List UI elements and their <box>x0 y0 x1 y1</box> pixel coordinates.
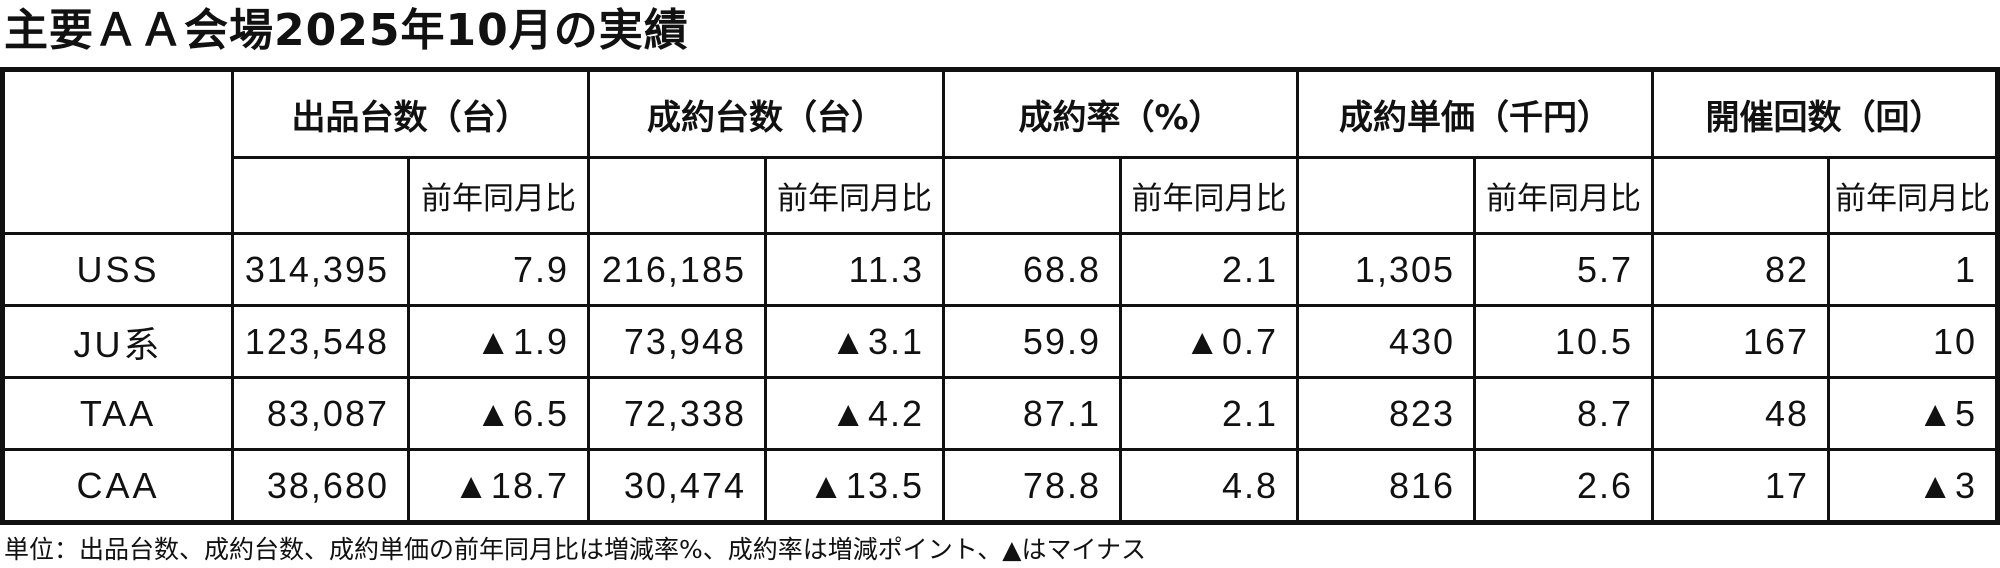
cell-unit-price-yoy: 2.6 <box>1473 448 1655 523</box>
cell-contracts: 216,185 <box>587 232 767 307</box>
cell-contracts-yoy: ▲13.5 <box>764 448 945 523</box>
table-title: 主要ＡＡ会場2025年10月の実績 <box>4 5 689 56</box>
subheader-blank <box>942 156 1122 235</box>
row-label: CAA <box>2 448 234 523</box>
header-listings: 出品台数（台） <box>231 69 590 159</box>
cell-contracts-yoy: ▲3.1 <box>764 304 945 379</box>
header-unit-price: 成約単価（千円） <box>1296 69 1655 159</box>
cell-contracts: 72,338 <box>587 376 767 451</box>
cell-unit-price: 823 <box>1296 376 1477 451</box>
cell-contract-rate: 78.8 <box>942 448 1122 523</box>
cell-unit-price: 430 <box>1296 304 1477 379</box>
subheader-blank <box>1651 156 1831 235</box>
cell-unit-price-yoy: 5.7 <box>1473 232 1655 307</box>
cell-contract-rate: 87.1 <box>942 376 1122 451</box>
cell-sessions-yoy: ▲3 <box>1827 448 1999 523</box>
cell-listings-yoy: ▲6.5 <box>407 376 590 451</box>
header-row-sub: 前年同月比 前年同月比 前年同月比 前年同月比 前年同月比 <box>4 156 1999 235</box>
table-row: USS 314,395 7.9 216,185 11.3 68.8 2.1 1,… <box>2 232 1999 307</box>
cell-contract-rate: 68.8 <box>942 232 1122 307</box>
cell-contract-rate-yoy: 2.1 <box>1118 376 1300 451</box>
row-label: TAA <box>2 376 234 451</box>
header-contract-rate: 成約率（%） <box>941 69 1300 159</box>
cell-contracts: 30,474 <box>587 448 767 523</box>
cell-listings-yoy: ▲1.9 <box>407 304 590 379</box>
subheader-yoy: 前年同月比 <box>1827 156 1999 235</box>
table-row: JU系 123,548 ▲1.9 73,948 ▲3.1 59.9 ▲0.7 4… <box>2 304 1999 379</box>
cell-unit-price: 816 <box>1296 448 1477 523</box>
table-row: CAA 38,680 ▲18.7 30,474 ▲13.5 78.8 4.8 8… <box>2 448 1999 523</box>
cell-contracts-yoy: ▲4.2 <box>764 376 945 451</box>
cell-sessions-yoy: ▲5 <box>1827 376 1999 451</box>
cell-sessions-yoy: 10 <box>1827 304 1999 379</box>
cell-listings: 314,395 <box>231 232 410 307</box>
cell-contracts-yoy: 11.3 <box>764 232 945 307</box>
cell-contract-rate-yoy: ▲0.7 <box>1118 304 1300 379</box>
subheader-yoy: 前年同月比 <box>1118 156 1300 235</box>
header-row-groups: 出品台数（台） 成約台数（台） 成約率（%） 成約単価（千円） 開催回数（回） <box>2 69 1999 235</box>
cell-contract-rate-yoy: 4.8 <box>1118 448 1300 523</box>
corner-cell <box>2 69 234 235</box>
results-table: 出品台数（台） 成約台数（台） 成約率（%） 成約単価（千円） 開催回数（回） … <box>0 67 2000 525</box>
cell-unit-price-yoy: 10.5 <box>1473 304 1655 379</box>
cell-sessions: 167 <box>1651 304 1831 379</box>
cell-sessions: 48 <box>1651 376 1831 451</box>
cell-listings: 83,087 <box>231 376 410 451</box>
table-row: TAA 83,087 ▲6.5 72,338 ▲4.2 87.1 2.1 823… <box>2 376 1999 451</box>
cell-contracts: 73,948 <box>587 304 767 379</box>
cell-contract-rate-yoy: 2.1 <box>1118 232 1300 307</box>
header-contracts: 成約台数（台） <box>587 69 945 159</box>
subheader-yoy: 前年同月比 <box>764 156 945 235</box>
cell-sessions-yoy: 1 <box>1827 232 1999 307</box>
cell-sessions: 82 <box>1651 232 1831 307</box>
header-sessions: 開催回数（回） <box>1651 69 1999 159</box>
subheader-blank <box>1296 156 1477 235</box>
cell-unit-price-yoy: 8.7 <box>1473 376 1655 451</box>
cell-unit-price: 1,305 <box>1296 232 1477 307</box>
row-label: USS <box>2 232 234 307</box>
cell-contract-rate: 59.9 <box>942 304 1122 379</box>
footnote: 単位：出品台数、成約台数、成約単価の前年同月比は増減率%、成約率は増減ポイント、… <box>4 535 1146 564</box>
cell-sessions: 17 <box>1651 448 1831 523</box>
cell-listings-yoy: ▲18.7 <box>407 448 590 523</box>
subheader-yoy: 前年同月比 <box>407 156 590 235</box>
cell-listings: 123,548 <box>231 304 410 379</box>
subheader-blank <box>231 156 410 235</box>
subheader-yoy: 前年同月比 <box>1473 156 1655 235</box>
cell-listings: 38,680 <box>231 448 410 523</box>
cell-listings-yoy: 7.9 <box>407 232 590 307</box>
subheader-blank <box>587 156 767 235</box>
row-label: JU系 <box>2 304 234 379</box>
